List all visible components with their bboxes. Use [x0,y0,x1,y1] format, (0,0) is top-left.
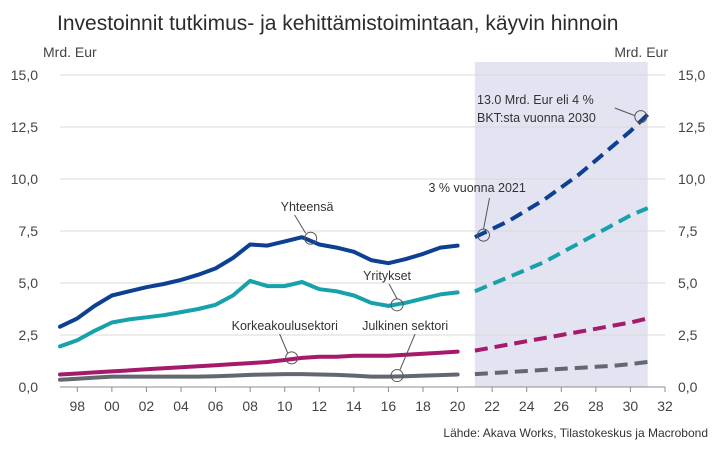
yhteensa-label: Yhteensä [281,200,334,214]
y-ticks-right: 0,0 2,5 5,0 7,5 10,0 12,5 15,0 [678,67,705,395]
yritykset-leader [388,283,398,300]
vuonna2021-leader [483,197,490,230]
annotations: Yhteensä Yritykset Korkeakoulusektori Julki… [232,93,648,383]
yhteensa-leader [294,214,307,234]
x-ticks: 98 00 02 04 06 08 10 12 14 16 18 20 22 24 26 28 30 32 [69,387,673,414]
target-2030-label-line1: 13.0 Mrd. Eur eli 4 % [477,93,594,107]
vuonna2021-label: 3 % vuonna 2021 [429,181,526,195]
y-tick-label-right: 5,0 [678,275,698,291]
julkinen-marker [390,369,404,383]
y-tick-label-left: 5,0 [19,275,39,291]
y-tick-label-right: 7,5 [678,223,698,239]
series-line-julkinen-sektori [58,372,460,382]
x-tick-label: 06 [208,398,224,414]
y-tick-label-left: 7,5 [19,223,39,239]
yhteensa-marker [304,231,318,245]
y-tick-label-right: 15,0 [678,67,705,83]
y-tick-label-right: 10,0 [678,171,705,187]
target-2030-label-line2: BKT:sta vuonna 2030 [477,111,596,125]
series-line-yhteensa [58,235,460,329]
chart-title: Investoinnit tutkimus- ja kehittämistoim… [57,12,618,35]
forecast-line-yhteensa [474,113,650,240]
y-tick-label-right: 2,5 [678,327,698,343]
y-tick-label-left: 12,5 [11,119,38,135]
x-tick-label: 16 [381,398,397,414]
y-tick-label-right: 12,5 [678,119,705,135]
target-2030-marker [634,110,648,124]
y-tick-label-left: 2,5 [19,327,39,343]
julkinen-leader [399,333,416,370]
forecast-line-korkeakoulusektori [474,316,649,353]
x-tick-label: 20 [450,398,466,414]
source-note: Lähde: Akava Works, Tilastokeskus ja Mac… [443,426,708,440]
julkinen-label: Julkinen sektori [362,319,448,333]
x-tick-label: 32 [657,398,673,414]
korkeakoulu-leader [279,333,289,354]
target-2030-leader [614,107,635,117]
x-tick-label: 22 [484,398,500,414]
korkeakoulu-marker [285,351,299,365]
forecast-line-yritykset [474,206,649,294]
y-tick-label-left: 10,0 [11,171,38,187]
x-tick-label: 08 [242,398,258,414]
x-tick-label: 28 [588,398,604,414]
forecast-line-julkinen-sektori [474,360,648,377]
x-tick-label: 98 [69,398,85,414]
y-tick-label-left: 0,0 [19,379,39,395]
x-tick-label: 30 [623,398,639,414]
x-tick-label: 24 [519,398,535,414]
yritykset-label: Yritykset [363,269,411,283]
y-axis-label-left: Mrd. Eur [43,44,97,60]
x-tick-label: 00 [104,398,120,414]
x-tick-label: 10 [277,398,293,414]
korkeakoulu-label: Korkeakoulusektori [232,319,338,333]
x-tick-label: 14 [346,398,362,414]
x-tick-label: 26 [553,398,569,414]
x-tick-label: 04 [173,398,189,414]
y-axis-label-right: Mrd. Eur [614,44,668,60]
y-ticks-left: 0,0 2,5 5,0 7,5 10,0 12,5 15,0 [11,67,38,395]
series-line-yritykset [58,278,460,349]
x-tick-label: 12 [311,398,327,414]
y-tick-label-left: 15,0 [11,67,38,83]
series-line-korkeakoulusektori [58,349,460,377]
y-tick-label-right: 0,0 [678,379,698,395]
x-tick-label: 02 [139,398,155,414]
x-tick-label: 18 [415,398,431,414]
